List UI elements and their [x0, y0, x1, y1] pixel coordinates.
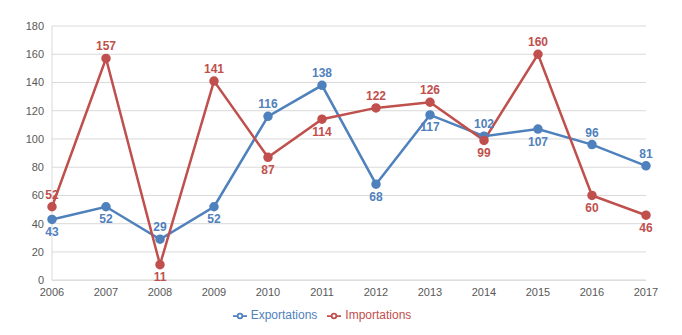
svg-text:87: 87 — [261, 163, 275, 177]
svg-text:52: 52 — [45, 188, 59, 202]
svg-text:60: 60 — [585, 201, 599, 215]
svg-text:2006: 2006 — [40, 286, 64, 298]
svg-text:157: 157 — [96, 39, 116, 53]
svg-text:122: 122 — [366, 89, 386, 103]
svg-text:0: 0 — [38, 274, 44, 286]
svg-text:2007: 2007 — [94, 286, 118, 298]
svg-text:100: 100 — [26, 133, 44, 145]
svg-text:160: 160 — [528, 35, 548, 49]
svg-text:2008: 2008 — [148, 286, 172, 298]
svg-text:117: 117 — [420, 120, 440, 134]
svg-text:2014: 2014 — [472, 286, 496, 298]
svg-text:2011: 2011 — [310, 286, 334, 298]
svg-text:11: 11 — [154, 270, 167, 284]
svg-text:114: 114 — [312, 125, 332, 139]
svg-text:116: 116 — [258, 97, 278, 111]
svg-text:180: 180 — [26, 20, 44, 32]
svg-text:120: 120 — [26, 105, 44, 117]
svg-text:140: 140 — [26, 76, 44, 88]
svg-text:2012: 2012 — [364, 286, 388, 298]
svg-text:141: 141 — [204, 62, 224, 76]
svg-text:68: 68 — [369, 190, 383, 204]
svg-text:80: 80 — [32, 161, 44, 173]
svg-text:52: 52 — [99, 212, 113, 226]
svg-text:52: 52 — [207, 212, 221, 226]
svg-text:99: 99 — [477, 146, 491, 160]
svg-text:81: 81 — [639, 147, 653, 161]
svg-text:2013: 2013 — [418, 286, 442, 298]
svg-text:2009: 2009 — [202, 286, 226, 298]
svg-text:46: 46 — [639, 221, 653, 235]
svg-text:20: 20 — [32, 246, 44, 258]
svg-text:43: 43 — [45, 225, 59, 239]
svg-text:60: 60 — [32, 189, 44, 201]
svg-text:96: 96 — [585, 126, 599, 140]
html-text:Exportations: Exportations — [250, 308, 318, 323]
svg-text:102: 102 — [474, 117, 494, 131]
svg-text:2010: 2010 — [256, 286, 280, 298]
svg-text:29: 29 — [153, 220, 167, 234]
svg-text:126: 126 — [420, 83, 440, 97]
svg-text:160: 160 — [26, 48, 44, 60]
svg-text:138: 138 — [312, 66, 332, 80]
svg-text:2017: 2017 — [634, 286, 658, 298]
svg-text:2015: 2015 — [526, 286, 550, 298]
svg-text:107: 107 — [528, 135, 548, 149]
svg-text:40: 40 — [32, 218, 44, 230]
html-text:Importations: Importations — [345, 308, 412, 323]
svg-text:2016: 2016 — [580, 286, 604, 298]
